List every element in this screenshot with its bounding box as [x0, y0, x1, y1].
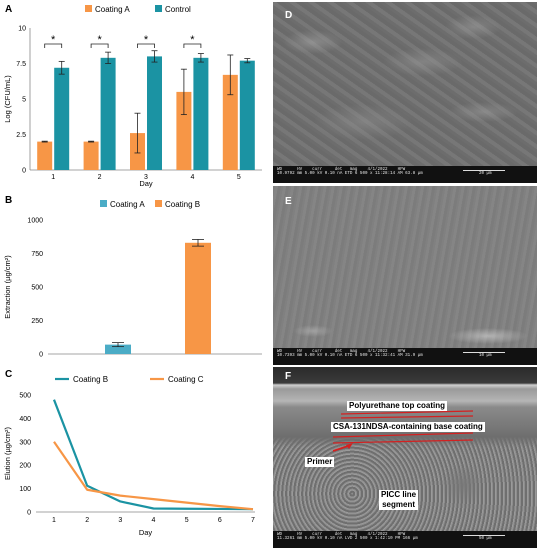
- label-picc-line-segment: PICC line segment: [379, 490, 419, 510]
- scale-bar-e: [463, 352, 505, 353]
- bar-b-1: [185, 242, 211, 354]
- significance-star-2: *: [144, 34, 149, 46]
- panel-letter-c: C: [5, 369, 12, 380]
- y-tick-label-b-4: 1000: [27, 218, 43, 225]
- bar-1-1: [100, 57, 116, 170]
- x-tick-label-c-0: 1: [52, 517, 56, 524]
- y-tick-label-c-2: 200: [19, 463, 31, 470]
- legend-label-b-0: Coating A: [110, 200, 145, 209]
- sem-info-text-e: WD HV curr det mag 4/1/2022 HFW 10.7393 …: [277, 350, 423, 358]
- panel-letter-a: A: [5, 4, 12, 15]
- x-axis-label-c: Day: [139, 528, 153, 537]
- base-coating-line-2: [332, 439, 474, 444]
- panel-letter-f: F: [285, 371, 292, 382]
- x-tick-label-2: 3: [144, 174, 148, 181]
- primer-arrow-head: [346, 443, 353, 449]
- x-tick-label-0: 1: [51, 174, 55, 181]
- y-tick-label-b-3: 750: [31, 251, 43, 258]
- bar-0-0: [37, 141, 53, 170]
- scale-bar-d: [463, 170, 505, 171]
- y-tick-label-c-1: 100: [19, 486, 31, 493]
- y-tick-label-3: 7.5: [16, 61, 26, 68]
- x-tick-label-c-5: 6: [218, 517, 222, 524]
- top-coating-line-1: [340, 410, 474, 415]
- legend-label-c-1: Coating C: [168, 375, 204, 384]
- x-tick-label-c-6: 7: [251, 517, 255, 524]
- label-polyurethane-top-coating: Polyurethane top coating: [347, 401, 448, 411]
- panel-a-bar-chart: A Coating A Control 0 2.5 5 7.5 10 Log (CFU/mL) D…: [3, 4, 262, 188]
- scale-label-e: 10 µm: [479, 354, 492, 358]
- legend-swatch-b-1: [155, 200, 162, 207]
- panel-b-bar-chart: B Coating A Coating B 0 250 500 750 1000 Extract…: [3, 195, 262, 359]
- significance-bracket-3: [183, 43, 202, 48]
- legend-swatch-b-0: [100, 200, 107, 207]
- y-tick-label-0: 0: [22, 168, 26, 175]
- legend-swatch-0: [85, 5, 92, 12]
- x-tick-label-c-3: 4: [152, 517, 156, 524]
- sem-info-bar-f: WD HV curr det mag 4/1/2022 HFW 11.3261 …: [273, 531, 537, 548]
- y-tick-label-2: 5: [22, 97, 26, 104]
- y-axis-label-c: Elution (µg/cm²): [3, 426, 12, 480]
- bar-1-3: [193, 57, 209, 170]
- x-tick-label-c-1: 2: [85, 517, 89, 524]
- legend-label-1: Control: [165, 5, 191, 14]
- legend-swatch-1: [155, 5, 162, 12]
- sem-image-f: F Polyurethane top coating CSA-131NDSA-c…: [273, 367, 537, 548]
- legend-label-c-0: Coating B: [73, 375, 108, 384]
- sem-info-text-d: WD HV curr det mag 4/1/2022 HFW 10.9792 …: [277, 168, 423, 176]
- x-tick-label-4: 5: [237, 174, 241, 181]
- series-line-c-0: [52, 399, 254, 511]
- y-tick-label-1: 2.5: [16, 132, 26, 139]
- bar-0-3: [176, 91, 192, 170]
- x-axis-label: Day: [139, 179, 153, 188]
- panel-letter-d: D: [285, 10, 293, 21]
- y-tick-label-c-0: 0: [27, 510, 31, 517]
- y-tick-label-c-4: 400: [19, 416, 31, 423]
- panel-letter-b: B: [5, 195, 12, 206]
- y-axis-label-b: Extraction (µg/cm²): [3, 255, 12, 319]
- top-coating-line-2: [340, 415, 474, 419]
- significance-bracket-1: [90, 43, 109, 48]
- sem-image-e: E WD HV curr det mag 4/1/2022 HFW 10.739…: [273, 186, 537, 365]
- scale-label-f: 50 µm: [479, 537, 492, 541]
- significance-bracket-0: [44, 43, 63, 48]
- scale-bar-f: [463, 535, 505, 536]
- layer-lines: [332, 410, 474, 452]
- bar-1-4: [239, 60, 255, 170]
- significance-bracket-2: [137, 43, 155, 48]
- sem-info-bar-e: WD HV curr det mag 4/1/2022 HFW 10.7393 …: [273, 348, 537, 365]
- bar-0-1: [83, 141, 99, 170]
- y-axis-label: Log (CFU/mL): [3, 75, 12, 123]
- panel-c-line-chart: C Coating B Coating C 0 100 200 300 400 500 1 2 3 4 5…: [3, 369, 255, 537]
- x-tick-label-1: 2: [98, 174, 102, 181]
- y-tick-label-b-0: 0: [39, 352, 43, 359]
- label-primer: Primer: [305, 457, 335, 467]
- significance-star-3: *: [190, 34, 195, 46]
- scale-label-d: 20 µm: [479, 172, 492, 176]
- sem-image-d: D WD HV curr det mag 4/1/2022 HFW 10.979…: [273, 2, 537, 183]
- legend-label-0: Coating A: [95, 5, 130, 14]
- y-tick-label-c-5: 500: [19, 393, 31, 400]
- sem-info-text-f: WD HV curr det mag 4/1/2022 HFW 11.3261 …: [277, 533, 418, 541]
- bar-0-4: [222, 74, 238, 170]
- significance-star-1: *: [97, 34, 102, 46]
- base-coating-line-1: [332, 432, 474, 438]
- panel-letter-e: E: [285, 196, 292, 207]
- bar-1-2: [147, 56, 162, 170]
- x-tick-label-c-4: 5: [185, 517, 189, 524]
- y-tick-label-c-3: 300: [19, 439, 31, 446]
- significance-star-0: *: [51, 34, 56, 46]
- y-tick-label-4: 10: [18, 26, 26, 33]
- bar-b-0: [105, 344, 131, 354]
- y-tick-label-b-1: 250: [31, 318, 43, 325]
- x-tick-label-c-2: 3: [118, 517, 122, 524]
- legend-label-b-1: Coating B: [165, 200, 200, 209]
- sem-info-bar-d: WD HV curr det mag 4/1/2022 HFW 10.9792 …: [273, 166, 537, 183]
- label-base-coating: CSA-131NDSA-containing base coating: [331, 422, 485, 432]
- x-tick-label-3: 4: [190, 174, 194, 181]
- y-tick-label-b-2: 500: [31, 285, 43, 292]
- bar-1-0: [54, 67, 70, 170]
